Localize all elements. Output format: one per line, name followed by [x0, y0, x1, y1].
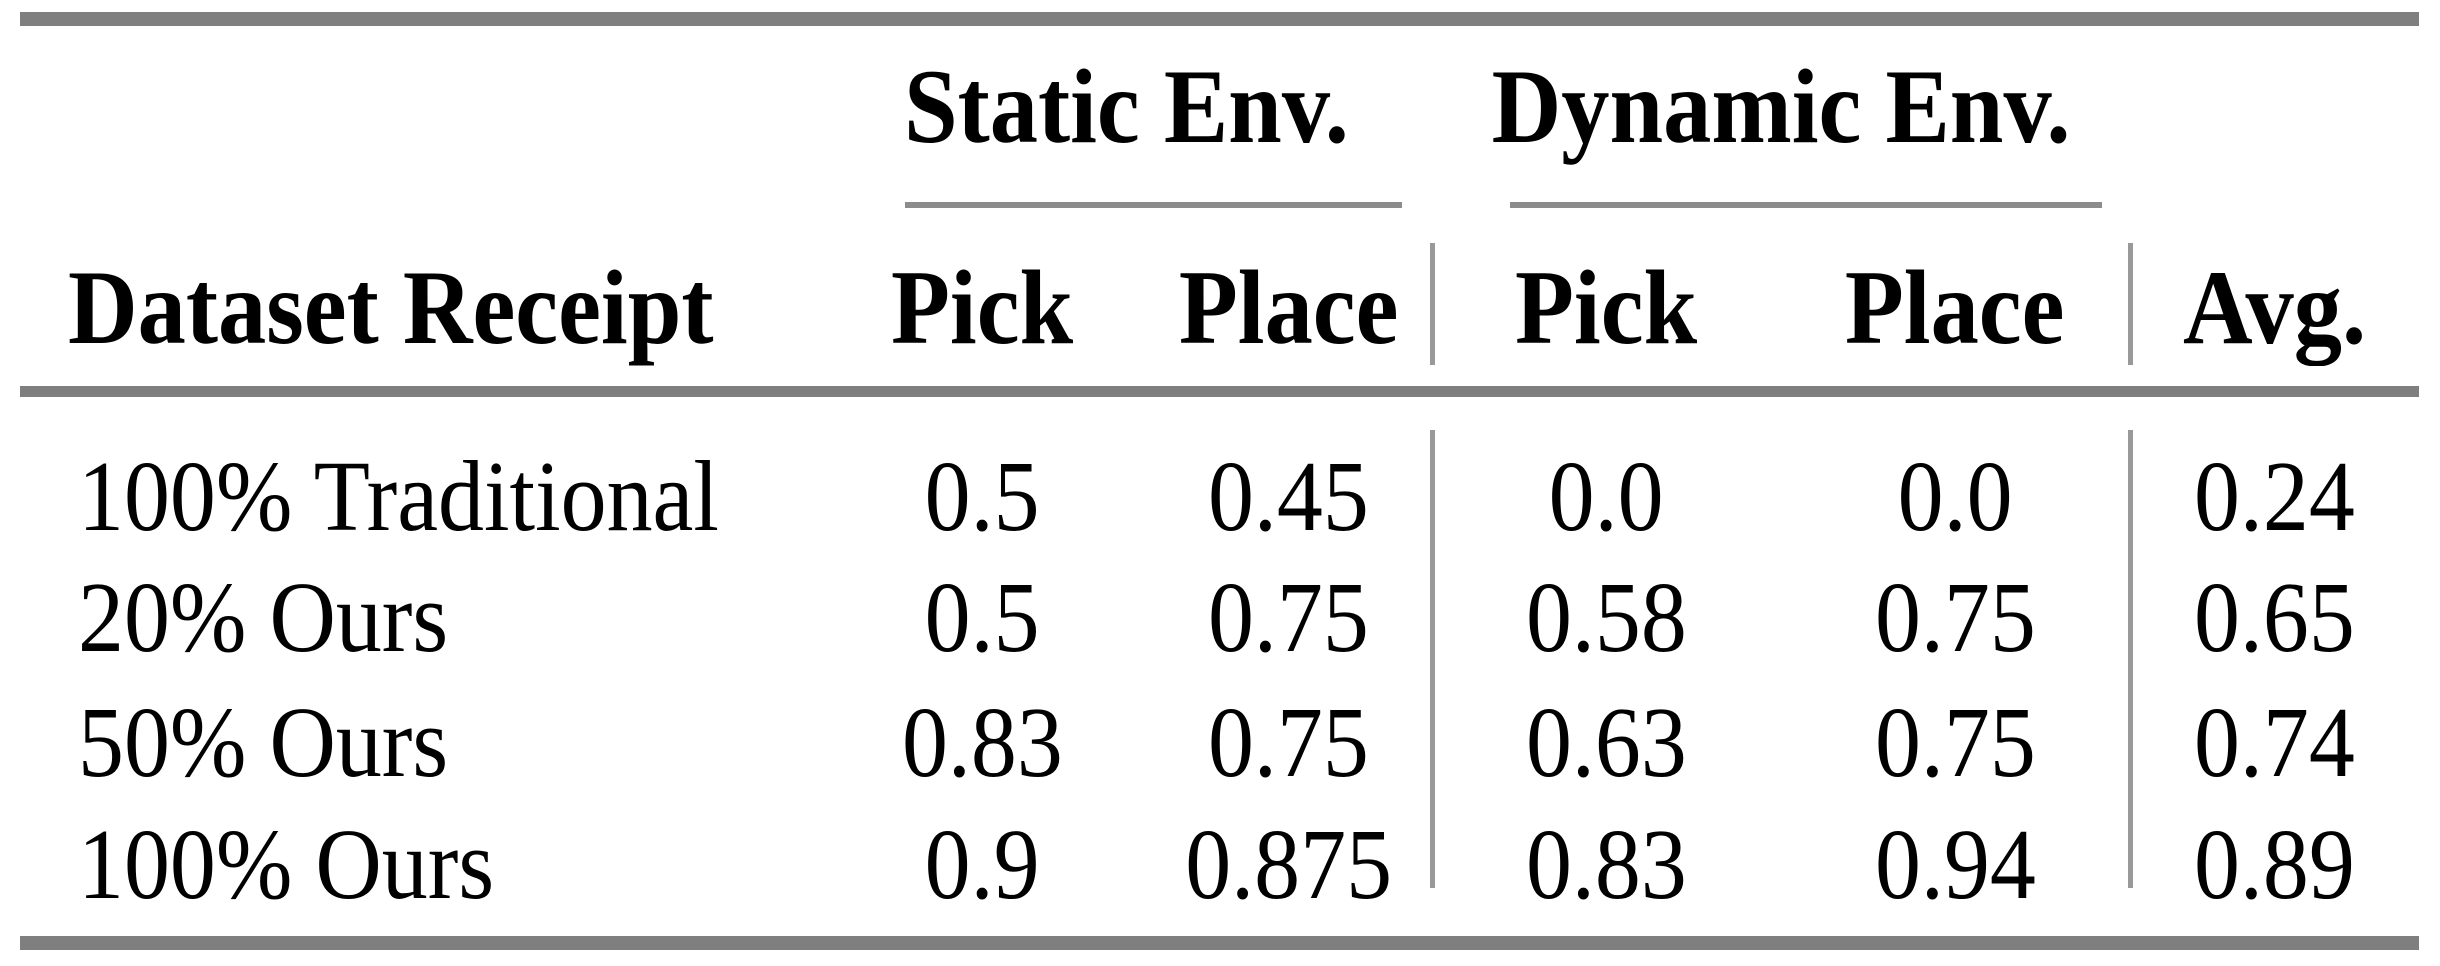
divider-dynamic-avg-header [2128, 243, 2133, 365]
cell-r3-static-place: 0.75 [1208, 686, 1369, 798]
cell-r1-dynamic-pick: 0.0 [1548, 440, 1664, 552]
table-header-rule [20, 386, 2419, 397]
cell-r4-avg: 0.89 [2194, 808, 2355, 920]
row-label-50-ours: 50% Ours [78, 686, 449, 798]
dynamic-env-underline [1510, 202, 2102, 208]
cell-r1-static-place: 0.45 [1208, 440, 1369, 552]
divider-static-dynamic-header [1430, 243, 1435, 365]
table-bottom-rule [20, 936, 2419, 950]
cell-r2-static-place: 0.75 [1208, 561, 1369, 673]
table-top-rule [20, 12, 2419, 26]
row-label-20-ours: 20% Ours [78, 561, 449, 673]
dynamic-env-label: Dynamic Env. [1491, 48, 2071, 165]
cell-r4-dynamic-pick: 0.83 [1525, 808, 1687, 920]
header-dataset-receipt: Dataset Receipt [68, 249, 714, 366]
static-env-underline [905, 202, 1402, 208]
static-env-label: Static Env. [903, 48, 1349, 165]
cell-r3-dynamic-pick: 0.63 [1525, 686, 1687, 798]
header-static-pick: Pick [891, 249, 1074, 366]
cell-r2-static-pick: 0.5 [925, 561, 1040, 673]
column-group-static-env: Static Env. [820, 42, 1432, 172]
column-group-dynamic-env: Dynamic Env. [1432, 42, 2130, 172]
row-label-100-ours: 100% Ours [78, 808, 495, 920]
cell-r3-avg: 0.74 [2194, 686, 2355, 798]
header-static-place: Place [1178, 249, 1399, 366]
cell-r4-dynamic-place: 0.94 [1874, 808, 2036, 920]
cell-r1-static-pick: 0.5 [925, 440, 1040, 552]
header-dynamic-place: Place [1845, 249, 2065, 366]
header-avg: Avg. [2182, 249, 2367, 366]
header-dynamic-pick: Pick [1514, 249, 1698, 366]
cell-r1-avg: 0.24 [2194, 440, 2355, 552]
row-label-100-traditional: 100% Traditional [78, 440, 719, 552]
cell-r2-dynamic-pick: 0.58 [1525, 561, 1687, 673]
cell-r4-static-pick: 0.9 [925, 808, 1040, 920]
cell-r2-avg: 0.65 [2194, 561, 2355, 673]
cell-r3-static-pick: 0.83 [902, 686, 1063, 798]
cell-r2-dynamic-place: 0.75 [1874, 561, 2036, 673]
divider-dynamic-avg-body [2128, 430, 2133, 888]
divider-static-dynamic-body [1430, 430, 1435, 888]
cell-r4-static-place: 0.875 [1185, 808, 1392, 920]
cell-r1-dynamic-place: 0.0 [1897, 440, 2013, 552]
cell-r3-dynamic-place: 0.75 [1874, 686, 2036, 798]
